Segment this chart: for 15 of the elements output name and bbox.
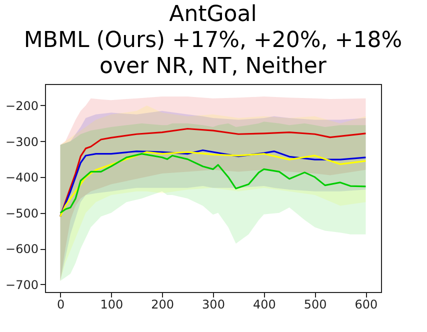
x-tick-label: 0 (56, 298, 65, 312)
x-tick-label: 200 (151, 298, 174, 312)
x-tick-label: 600 (354, 298, 378, 312)
y-tick-label: −300 (6, 134, 38, 149)
y-tick-label: −500 (6, 206, 38, 220)
x-tick-label: 300 (202, 298, 225, 312)
y-tick-label: −700 (6, 278, 38, 292)
line-series (59, 128, 367, 218)
y-tick-label: −600 (6, 242, 38, 256)
y-tick-label: −400 (6, 170, 38, 185)
x-tick-label: 100 (100, 298, 124, 312)
chart-title: AntGoal MBML (Ours) +17%, +20%, +18% over NR, NT, Neither (24, 2, 402, 79)
x-tick-label: 400 (252, 298, 276, 312)
x-tick-label: 500 (304, 298, 327, 312)
y-tick-label: −200 (6, 98, 38, 113)
